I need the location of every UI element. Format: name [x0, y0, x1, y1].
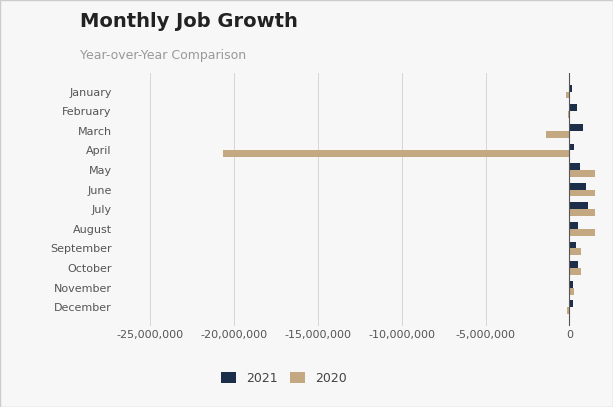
Bar [569, 104, 577, 111]
Bar [223, 151, 569, 157]
Bar [569, 288, 574, 295]
Bar [569, 209, 598, 216]
Legend: 2021, 2020: 2021, 2020 [216, 367, 352, 390]
Bar [569, 85, 573, 92]
Bar [569, 242, 576, 248]
Bar [569, 190, 613, 197]
Bar [569, 281, 573, 288]
Bar [569, 183, 585, 190]
Bar [569, 144, 574, 151]
Text: Year-over-Year Comparison: Year-over-Year Comparison [80, 49, 246, 62]
Bar [546, 131, 569, 138]
Bar [569, 248, 581, 255]
Text: Monthly Job Growth: Monthly Job Growth [80, 12, 297, 31]
Bar [569, 202, 588, 209]
Bar [568, 111, 569, 118]
Bar [569, 261, 578, 268]
Bar [569, 124, 582, 131]
Bar [569, 163, 580, 170]
Bar [569, 268, 581, 275]
Bar [567, 307, 569, 314]
Bar [569, 170, 613, 177]
Bar [569, 300, 573, 307]
Bar [569, 222, 577, 229]
Bar [569, 229, 596, 236]
Bar [566, 92, 569, 98]
